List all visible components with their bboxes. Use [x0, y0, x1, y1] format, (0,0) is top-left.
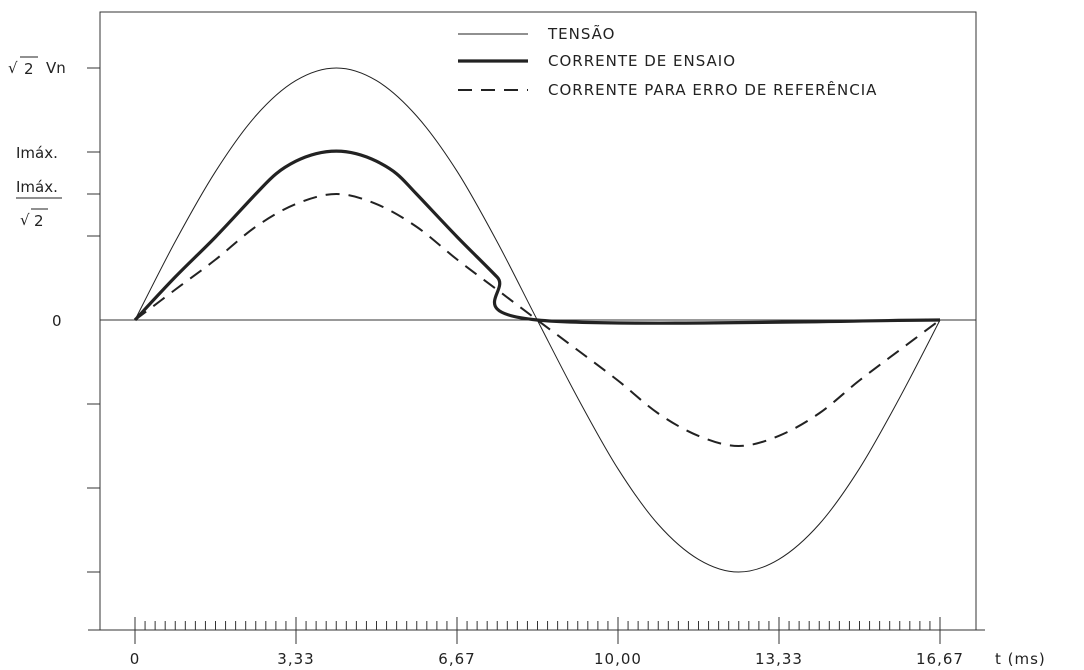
x-tick-label: 6,67 [438, 650, 475, 668]
y-ticks [87, 67, 100, 573]
series-line-thick [133, 149, 941, 325]
y-label-imax-radical: √ [20, 211, 30, 229]
legend-label: TENSÃO [547, 24, 615, 43]
x-tick-label: 16,67 [916, 650, 964, 668]
time-axis-minor-ticks [134, 617, 941, 644]
legend-label: CORRENTE PARA ERRO DE REFERÊNCIA [548, 80, 877, 99]
y-label-vn-text: Vn [46, 59, 66, 77]
y-label-vn-radical: √ [8, 59, 18, 77]
x-tick-labels: 0 3,33 6,67 10,00 13,33 16,67 [130, 650, 964, 668]
y-label-vn: √ 2 Vn [8, 56, 66, 78]
x-tick-label: 0 [130, 650, 141, 668]
x-tick-label: 13,33 [755, 650, 803, 668]
x-axis-label: t (ms) [995, 650, 1046, 668]
legend: TENSÃO CORRENTE DE ENSAIO CORRENTE PARA ER… [458, 24, 877, 99]
x-tick-label: 3,33 [277, 650, 314, 668]
y-label-imax: Imáx. [16, 144, 58, 162]
y-label-imax-sqrt-arg: 2 [34, 212, 44, 230]
series-group [133, 67, 941, 573]
legend-label: CORRENTE DE ENSAIO [548, 52, 736, 70]
y-label-imax-over-sqrt2: Imáx. √ 2 [16, 178, 62, 230]
y-label-zero: 0 [52, 312, 62, 330]
y-label-vn-sqrt-arg: 2 [24, 60, 34, 78]
series-line-dashed [134, 193, 941, 447]
x-tick-label: 10,00 [594, 650, 642, 668]
y-label-imax-sqrt-numerator: Imáx. [16, 178, 58, 196]
